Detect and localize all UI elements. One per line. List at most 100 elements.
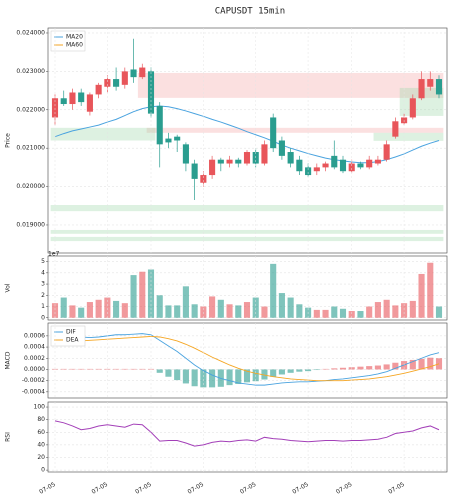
candle-body <box>139 67 146 78</box>
macd-bar <box>226 369 233 386</box>
macd-bar <box>78 368 85 370</box>
y-tick-label: -0.0004 <box>22 388 45 395</box>
y-axis-label: Vol <box>5 283 12 292</box>
y-tick-label: 0.021000 <box>16 145 45 152</box>
volume-bar <box>270 263 277 318</box>
volume-bar <box>392 305 399 318</box>
x-tick-label: 07-05 <box>239 481 258 496</box>
macd-bar <box>209 369 216 388</box>
zone <box>373 132 444 141</box>
volume-bar <box>331 306 338 318</box>
x-tick-label: 07-05 <box>38 481 57 496</box>
candle-body <box>348 163 355 172</box>
candle-body <box>130 69 137 78</box>
zone <box>50 236 444 242</box>
volume-bar <box>86 302 93 318</box>
macd-bar <box>243 369 251 383</box>
macd-bar <box>113 368 120 370</box>
macd-bar <box>392 362 399 370</box>
candle-body <box>156 105 163 145</box>
candle-body <box>235 159 242 164</box>
volume-bar <box>191 304 198 318</box>
volume-bar <box>121 303 128 318</box>
macd-bar <box>139 368 146 370</box>
y-tick-label: 80 <box>37 416 45 423</box>
volume-bar <box>435 306 443 318</box>
zone <box>146 127 444 133</box>
macd-bar <box>287 369 294 373</box>
candle-body <box>418 79 425 99</box>
volume-bar <box>51 303 59 318</box>
macd-bar <box>409 359 416 370</box>
y-axis-label: MACD <box>5 351 12 369</box>
x-tick-label: 07-05 <box>187 481 206 496</box>
chart-title: CAPUSDT 15min <box>215 7 285 17</box>
volume-bar <box>235 305 242 318</box>
macd-bar <box>182 369 189 384</box>
macd-bar <box>174 369 181 381</box>
candle-body <box>69 92 76 105</box>
candle-body <box>313 167 320 172</box>
candle-body <box>331 155 338 168</box>
panel-frame <box>47 322 448 399</box>
macd-bar <box>418 358 425 370</box>
candle-body <box>278 140 285 156</box>
macd-bar <box>86 368 93 370</box>
volume-bar <box>113 300 120 318</box>
zone <box>50 127 156 141</box>
y-tick-label: 0 <box>41 314 45 321</box>
candle-body <box>392 121 399 137</box>
volume-bar <box>322 309 329 318</box>
zone <box>137 72 444 98</box>
candle-body <box>287 152 294 164</box>
y-tick-label: 100 <box>34 404 46 411</box>
volume-bar <box>78 307 85 318</box>
volume-bar <box>366 306 373 318</box>
y-tick-label: 5 <box>41 258 45 265</box>
volume-bar <box>287 297 294 318</box>
y-tick-label: 0.020000 <box>16 183 45 190</box>
macd-bar <box>322 368 329 370</box>
volume-bar <box>409 300 416 318</box>
volume-bar <box>296 304 303 318</box>
macd-bar <box>191 369 198 387</box>
offset-label: 1e7 <box>48 251 60 258</box>
candle-body <box>86 94 93 112</box>
volume-bar <box>174 305 181 318</box>
y-tick-label: 0.0004 <box>24 344 45 351</box>
volume-bar <box>278 293 285 318</box>
candle-body <box>296 159 303 172</box>
panel-frame <box>47 27 448 254</box>
y-tick-label: 20 <box>37 454 45 461</box>
volume-bar <box>348 311 355 318</box>
panel-frame <box>47 401 448 473</box>
candle-body <box>165 138 172 143</box>
y-tick-label: 0.0000 <box>24 366 45 373</box>
candle-body <box>226 159 233 164</box>
volume-bar <box>69 305 76 318</box>
macd-bar <box>121 368 128 370</box>
legend-box <box>50 325 86 347</box>
volume-bar <box>401 303 408 318</box>
candle-body <box>60 98 67 105</box>
legend-label: MA20 <box>66 34 83 41</box>
x-tick-label: 07-05 <box>291 481 310 496</box>
macd-line <box>54 335 440 382</box>
volume-bar <box>165 305 172 318</box>
macd-bar <box>331 368 338 370</box>
candle-body <box>305 167 312 176</box>
macd-bar <box>435 358 443 370</box>
macd-bar <box>305 369 312 372</box>
macd-bar <box>69 368 76 370</box>
candle-body <box>322 163 329 168</box>
macd-bar <box>366 366 373 370</box>
volume-bar <box>357 311 364 318</box>
volume-bar <box>209 296 216 318</box>
macd-bar <box>296 369 303 372</box>
volume-bar <box>383 299 390 318</box>
y-tick-label: 60 <box>37 429 45 436</box>
y-tick-label: 0.019000 <box>16 221 45 228</box>
macd-bar <box>278 369 285 375</box>
candle-body <box>261 144 268 164</box>
